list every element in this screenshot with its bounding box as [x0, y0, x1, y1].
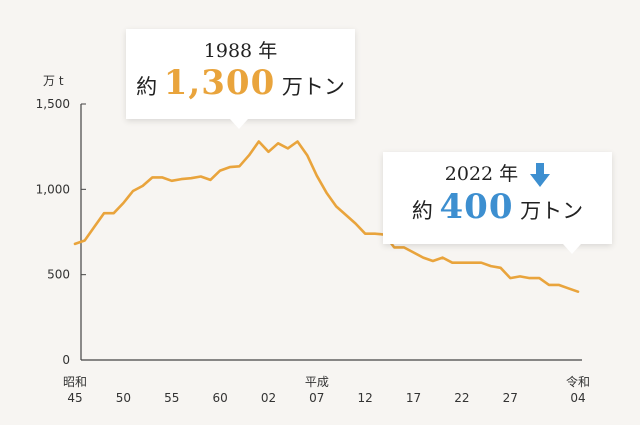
latest-callout: 2022 年 約 400 万トン [383, 152, 612, 254]
x-ticks: 昭和 45 50 55 60 平成 07 02 12 17 22 27 令和 04 [63, 374, 590, 405]
x-tick-label: 50 [116, 391, 131, 405]
x-tick-era-label: 令和 [566, 374, 590, 389]
x-tick-label: 45 [67, 391, 82, 405]
peak-prefix: 約 [136, 75, 158, 99]
x-tick-label: 55 [164, 391, 179, 405]
series-line [73, 140, 580, 293]
x-tick-label: 12 [358, 391, 373, 405]
x-tick-era-label: 昭和 [63, 375, 87, 389]
y-tick-label: 0 [62, 353, 70, 367]
y-axis-unit-label: 万 t [43, 74, 64, 88]
latest-value: 400 [439, 187, 514, 227]
x-tick-label: 27 [503, 391, 518, 405]
y-tick-label: 500 [47, 268, 70, 282]
peak-year-text: 1988 年 [203, 40, 278, 62]
down-arrow-icon [530, 163, 551, 187]
x-tick-label: 22 [454, 391, 469, 405]
latest-suffix: 万トン [520, 199, 584, 223]
peak-suffix: 万トン [281, 75, 345, 99]
x-tick-era-label: 平成 [305, 375, 329, 389]
peak-callout-pointer [230, 119, 248, 129]
x-tick-label: 17 [406, 391, 421, 405]
latest-prefix: 約 [411, 199, 433, 223]
latest-callout-pointer [563, 244, 581, 254]
latest-year-text: 2022 年 [444, 163, 519, 185]
y-ticks: 0 500 1,000 1,500 [36, 97, 86, 367]
peak-callout: 1988 年 約 1,300 万トン [126, 29, 355, 129]
y-tick-label: 1,000 [36, 182, 70, 196]
x-tick-label: 04 [570, 391, 585, 405]
x-tick-label: 02 [261, 391, 276, 405]
y-tick-label: 1,500 [36, 97, 70, 111]
x-tick-label: 60 [212, 391, 227, 405]
x-tick-label: 07 [309, 391, 324, 405]
peak-value: 1,300 [163, 63, 276, 103]
